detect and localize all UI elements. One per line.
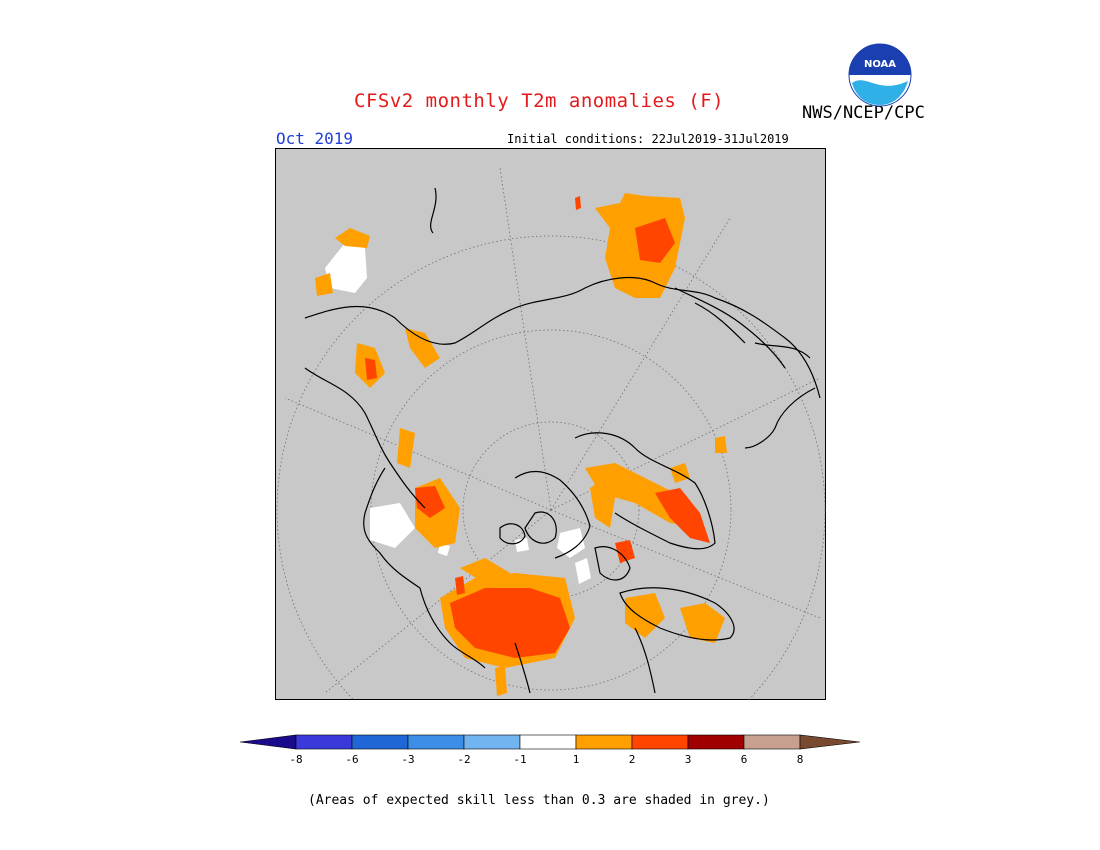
legend-bin: [519, 734, 577, 750]
map-title: CFSv2 monthly T2m anomalies (F): [354, 90, 725, 112]
initial-conditions: Initial conditions: 22Jul2019-31Jul2019: [507, 132, 789, 146]
legend-tick-label: 3: [685, 753, 692, 766]
legend-tick-label: -2: [457, 753, 470, 766]
legend-tick-label: -6: [345, 753, 358, 766]
skill-footnote: (Areas of expected skill less than 0.3 a…: [308, 793, 770, 808]
noaa-logo: NOAA: [848, 43, 912, 107]
legend-color-bins: [240, 734, 860, 750]
legend-bin: [463, 734, 521, 750]
legend-tick-label: -1: [513, 753, 526, 766]
legend-arrow-high: [799, 734, 860, 750]
legend-tick-label: 2: [629, 753, 636, 766]
legend-bin: [575, 734, 633, 750]
legend-bin: [687, 734, 745, 750]
anomaly-2-to-3: [365, 196, 710, 658]
legend-arrow-low: [240, 734, 297, 750]
legend-tick-label: -8: [289, 753, 302, 766]
anomaly-white: [325, 243, 591, 584]
coastlines: [304, 187, 821, 694]
legend-tick-label: 6: [741, 753, 748, 766]
color-legend: -8 -6 -3 -2 -1 1 2 3 6 8: [240, 734, 860, 766]
legend-bin: [407, 734, 465, 750]
legend-bin: [295, 734, 353, 750]
legend-bin: [351, 734, 409, 750]
legend-tick-labels: -8 -6 -3 -2 -1 1 2 3 6 8: [289, 753, 803, 766]
forecast-month: Oct 2019: [276, 129, 354, 148]
legend-bin: [631, 734, 689, 750]
agency-label: NWS/NCEP/CPC: [802, 103, 925, 123]
logo-text: NOAA: [864, 59, 896, 70]
legend-tick-label: 1: [573, 753, 580, 766]
legend-tick-label: 8: [797, 753, 804, 766]
polar-map: [275, 148, 826, 700]
legend-bin: [743, 734, 801, 750]
legend-tick-label: -3: [401, 753, 414, 766]
